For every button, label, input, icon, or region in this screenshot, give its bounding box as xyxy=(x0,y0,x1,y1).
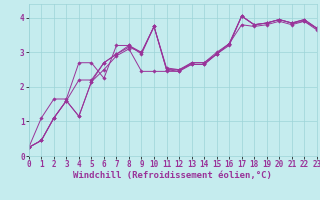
X-axis label: Windchill (Refroidissement éolien,°C): Windchill (Refroidissement éolien,°C) xyxy=(73,171,272,180)
